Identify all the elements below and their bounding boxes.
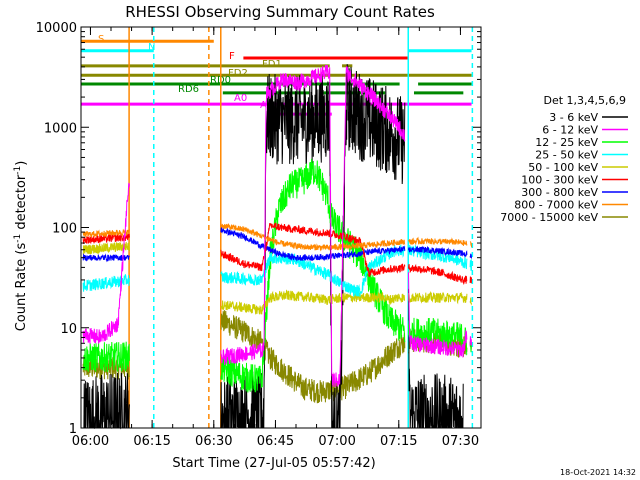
flag-label-rd6: RD6 xyxy=(178,84,199,95)
series-50-100-kev xyxy=(82,241,472,315)
x-tick-label-1: 06:15 xyxy=(133,434,170,449)
axis-ticks: 1 10 100 1000 10000 06:00 06:15 06:30 06:45 07:00… xyxy=(36,21,482,449)
series-lines xyxy=(82,64,472,430)
series-6-12-kev xyxy=(82,65,472,388)
flag-label-s: S xyxy=(98,34,104,45)
legend-label-7: 800 - 7000 keV xyxy=(514,199,598,212)
chart-title: RHESSI Observing Summary Count Rates xyxy=(125,3,435,21)
series-12-25-kev xyxy=(82,158,472,393)
x-tick-label-5: 07:15 xyxy=(380,434,417,449)
x-tick-label-0: 06:00 xyxy=(72,434,109,449)
series-100-300-kev xyxy=(82,222,472,286)
x-axis-label: Start Time (27-Jul-05 05:57:42) xyxy=(172,456,375,471)
flag-label-f: F xyxy=(229,51,235,62)
y-tick-label-2: 100 xyxy=(52,222,77,237)
legend-label-6: 300 - 800 keV xyxy=(521,186,598,199)
legend-label-2: 12 - 25 keV xyxy=(535,136,598,149)
legend-label-4: 50 - 100 keV xyxy=(528,161,598,174)
legend-title: Det 1,3,4,5,6,9 xyxy=(543,94,626,107)
footer-timestamp: 18-Oct-2021 14:32 xyxy=(560,468,636,477)
x-tick-label-2: 06:30 xyxy=(195,434,232,449)
series-25-50-kev xyxy=(82,244,472,298)
series-7000-15000-kev xyxy=(82,310,472,404)
y-axis-label: Count Rate (s-1 detector-1) xyxy=(13,161,29,332)
legend-label-8: 7000 - 15000 keV xyxy=(500,211,598,224)
flag-label-fd2: FD2 xyxy=(228,68,248,79)
y-tick-label-1: 10 xyxy=(60,322,77,337)
x-tick-label-3: 06:45 xyxy=(257,434,294,449)
y-tick-label-3: 1000 xyxy=(44,121,77,136)
legend-label-1: 6 - 12 keV xyxy=(542,124,598,137)
y-tick-label-4: 10000 xyxy=(36,21,77,36)
flag-label-n: N xyxy=(148,42,155,53)
legend-label-3: 25 - 50 keV xyxy=(535,149,598,162)
series-800-7000-kev xyxy=(82,223,472,252)
flag-label-a1: A1 xyxy=(260,100,273,111)
legend-label-5: 100 - 300 keV xyxy=(521,174,598,187)
flag-label-fd1: FD1 xyxy=(262,59,282,70)
legend-label-0: 3 - 6 keV xyxy=(549,111,598,124)
x-tick-label-6: 07:30 xyxy=(442,434,479,449)
series-300-800-kev xyxy=(82,226,472,263)
y-tick-label-0: 1 xyxy=(69,422,77,437)
x-tick-label-4: 07:00 xyxy=(318,434,355,449)
event-vertical-lines xyxy=(128,27,474,428)
flag-label-a0: A0 xyxy=(234,93,247,104)
